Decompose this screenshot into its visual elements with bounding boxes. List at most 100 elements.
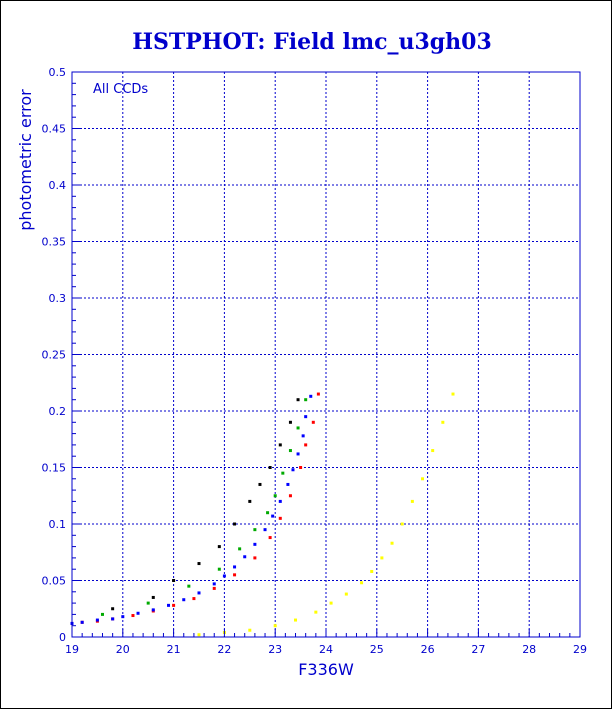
x-tick-label: 20 bbox=[116, 643, 130, 656]
y-tick-label: 0.2 bbox=[49, 405, 67, 418]
data-point bbox=[121, 615, 125, 619]
data-point bbox=[360, 581, 364, 585]
data-point bbox=[278, 443, 282, 447]
data-point bbox=[233, 573, 237, 577]
data-point bbox=[263, 528, 267, 532]
y-tick-label: 0.1 bbox=[49, 518, 67, 531]
data-point bbox=[197, 562, 201, 566]
data-point bbox=[268, 466, 272, 469]
data-point bbox=[451, 392, 455, 396]
y-tick-label: 0.25 bbox=[42, 349, 67, 362]
data-point bbox=[329, 601, 333, 605]
y-axis-ticks: 0 0.05 0.1 0.15 0.2 0.25 0.3 0.35 0.4 0.45 0.5 bbox=[42, 66, 80, 644]
x-tick-label: 29 bbox=[573, 643, 587, 656]
data-point bbox=[212, 586, 216, 590]
data-point bbox=[380, 556, 384, 560]
data-point bbox=[301, 434, 305, 438]
data-point bbox=[291, 468, 295, 472]
data-point bbox=[248, 628, 252, 632]
x-tick-label: 25 bbox=[370, 643, 384, 656]
x-axis-ticks: 19 20 21 22 23 24 25 26 27 28 29 bbox=[65, 629, 587, 656]
data-point bbox=[111, 617, 115, 621]
data-point bbox=[286, 482, 290, 486]
y-tick-label: 0.4 bbox=[49, 179, 67, 192]
data-point bbox=[273, 624, 277, 628]
data-point bbox=[281, 471, 285, 475]
data-point bbox=[271, 514, 275, 518]
y-tick-label: 0 bbox=[59, 631, 66, 644]
data-point bbox=[314, 610, 318, 614]
x-tick-label: 24 bbox=[319, 643, 333, 656]
y-tick-label: 0.3 bbox=[49, 292, 67, 305]
x-axis-label: F336W bbox=[298, 660, 354, 679]
ccd-annotation: All CCDs bbox=[93, 82, 148, 97]
data-point bbox=[136, 611, 140, 615]
data-point bbox=[172, 603, 176, 607]
y-tick-label: 0.5 bbox=[49, 66, 67, 79]
data-point bbox=[294, 618, 298, 622]
data-point bbox=[288, 494, 292, 498]
data-point bbox=[296, 452, 300, 456]
data-point bbox=[248, 499, 252, 503]
data-point bbox=[410, 499, 414, 503]
data-point bbox=[217, 567, 221, 571]
y-axis-label: photometric error bbox=[16, 89, 35, 231]
data-point bbox=[266, 511, 270, 515]
data-point bbox=[233, 522, 237, 526]
data-point bbox=[217, 545, 221, 549]
data-point bbox=[222, 574, 226, 578]
data-point bbox=[421, 477, 425, 481]
data-point bbox=[304, 443, 308, 447]
data-point bbox=[309, 394, 313, 398]
data-point bbox=[273, 494, 277, 498]
x-tick-label: 21 bbox=[167, 643, 181, 656]
data-point bbox=[80, 620, 84, 624]
data-point bbox=[182, 598, 186, 602]
data-point bbox=[253, 556, 257, 560]
data-point bbox=[296, 398, 300, 402]
data-point bbox=[390, 541, 394, 545]
data-point bbox=[212, 582, 216, 586]
data-point bbox=[253, 542, 257, 546]
data-point bbox=[111, 607, 115, 611]
data-point bbox=[146, 601, 150, 605]
x-tick-label: 28 bbox=[522, 643, 536, 656]
y-tick-label: 0.15 bbox=[42, 462, 67, 475]
data-point bbox=[233, 565, 237, 569]
data-point bbox=[278, 499, 282, 503]
x-tick-label: 22 bbox=[217, 643, 231, 656]
data-point bbox=[344, 592, 348, 596]
data-point bbox=[304, 398, 308, 402]
data-point bbox=[311, 420, 315, 424]
grid bbox=[71, 71, 581, 638]
data-point bbox=[100, 612, 104, 616]
data-point bbox=[370, 569, 374, 573]
data-point bbox=[431, 449, 435, 453]
data-point bbox=[131, 614, 135, 618]
data-point bbox=[316, 392, 320, 396]
x-tick-label: 26 bbox=[421, 643, 435, 656]
x-tick-label: 27 bbox=[471, 643, 485, 656]
data-point bbox=[296, 426, 300, 430]
data-point bbox=[299, 466, 303, 469]
data-point bbox=[151, 608, 155, 612]
data-point bbox=[238, 547, 242, 551]
data-point bbox=[243, 555, 247, 559]
x-tick-label: 23 bbox=[268, 643, 282, 656]
data-point bbox=[172, 579, 176, 582]
data-point bbox=[288, 420, 292, 424]
x-tick-label: 19 bbox=[65, 643, 79, 656]
chart-title: HSTPHOT: Field lmc_u3gh03 bbox=[132, 29, 492, 55]
y-tick-label: 0.05 bbox=[42, 575, 67, 588]
data-point bbox=[288, 449, 292, 453]
y-tick-label: 0.45 bbox=[42, 123, 67, 136]
data-point bbox=[151, 595, 155, 599]
data-point bbox=[268, 536, 272, 540]
data-point bbox=[197, 591, 201, 595]
data-point bbox=[197, 633, 201, 637]
data-point bbox=[304, 415, 308, 419]
data-point bbox=[258, 482, 262, 486]
data-points bbox=[70, 392, 455, 637]
data-point bbox=[253, 528, 257, 532]
